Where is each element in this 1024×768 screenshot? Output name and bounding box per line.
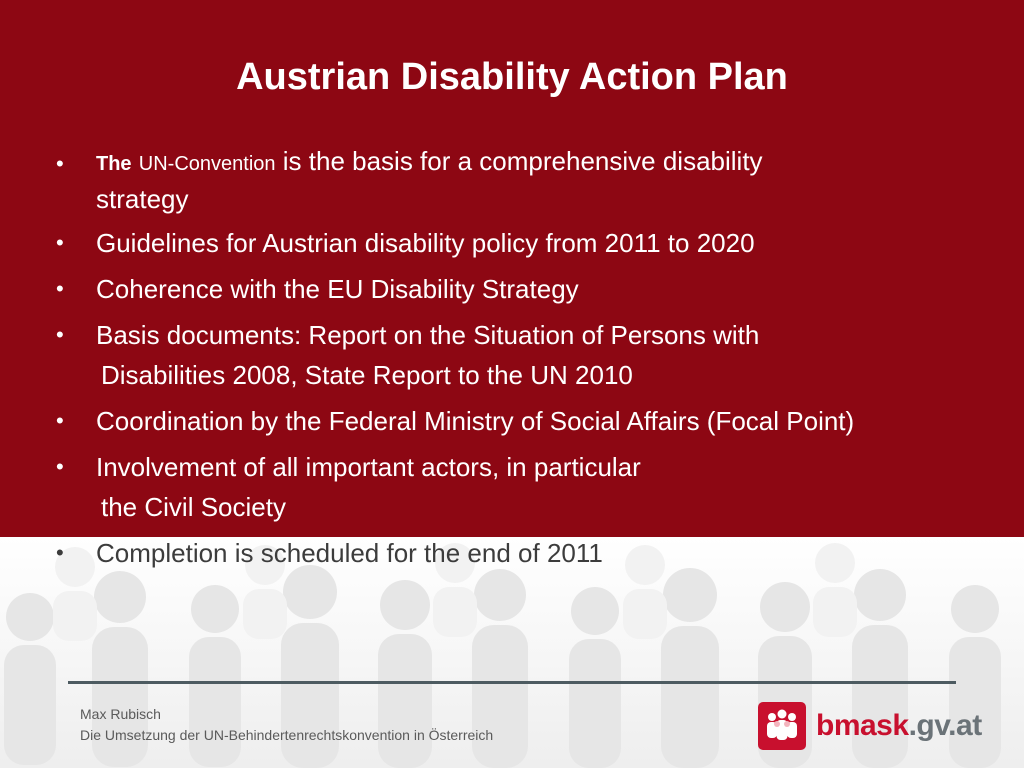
bullet-text: Completion is scheduled for the end of 2… xyxy=(96,538,603,568)
bullet-marker: • xyxy=(56,540,64,565)
bullet-marker: • xyxy=(56,230,64,255)
bullet-text: is the basis for a comprehensive disabil… xyxy=(275,146,763,176)
bullet-item: • Involvement of all important actors, i… xyxy=(56,447,1016,487)
slide-title: Austrian Disability Action Plan xyxy=(236,56,788,98)
logo-tld: .gv.at xyxy=(908,709,983,742)
bullet-continuation: Disabilities 2008, State Report to the U… xyxy=(56,355,1016,395)
title-band xyxy=(0,0,1024,537)
footer-author: Max Rubisch xyxy=(80,706,161,722)
bullet-marker: • xyxy=(56,151,64,176)
bullet-text: the Civil Society xyxy=(101,492,286,522)
bullet-continuation: the Civil Society xyxy=(56,487,1016,527)
bullet-item: • Basis documents: Report on the Situati… xyxy=(56,315,1016,355)
bullet-marker: • xyxy=(56,276,64,301)
bullet-list: • The UN-Convention is the basis for a c… xyxy=(56,140,1016,579)
bullet-item: • Guidelines for Austrian disability pol… xyxy=(56,223,1016,263)
bullet-text: Coordination by the Federal Ministry of … xyxy=(96,406,855,436)
bullet-marker: • xyxy=(56,454,64,479)
bullet-marker: • xyxy=(56,322,64,347)
bullet-item: • Coordination by the Federal Ministry o… xyxy=(56,401,1016,441)
bullet-marker: • xyxy=(56,408,64,433)
bullet-bold-text: The xyxy=(96,153,132,175)
logo-name: bmask xyxy=(816,709,909,742)
bullet-item: • Completion is scheduled for the end of… xyxy=(56,533,1016,573)
bullet-text: Basis documents: Report on the Situation… xyxy=(96,320,760,350)
bullet-text: Involvement of all important actors, in … xyxy=(96,452,641,482)
bullet-text: Disabilities 2008, State Report to the U… xyxy=(101,360,633,390)
bullet-small-text: UN-Convention xyxy=(138,153,276,175)
footer-subtitle: Die Umsetzung der UN-Behindertenrechtsko… xyxy=(80,727,494,743)
people-group-icon xyxy=(758,702,806,750)
bullet-text-continuation: strategy xyxy=(96,184,189,214)
footer-divider xyxy=(68,681,956,684)
ministry-logo[interactable]: bmask.gv.at xyxy=(816,709,982,743)
bullet-item: • Coherence with the EU Disability Strat… xyxy=(56,269,1016,309)
crowd-background xyxy=(0,537,1024,768)
bullet-text: Guidelines for Austrian disability polic… xyxy=(96,228,755,258)
bullet-item: • The UN-Convention is the basis for a c… xyxy=(56,144,1016,217)
bullet-text: Coherence with the EU Disability Strateg… xyxy=(96,274,579,304)
